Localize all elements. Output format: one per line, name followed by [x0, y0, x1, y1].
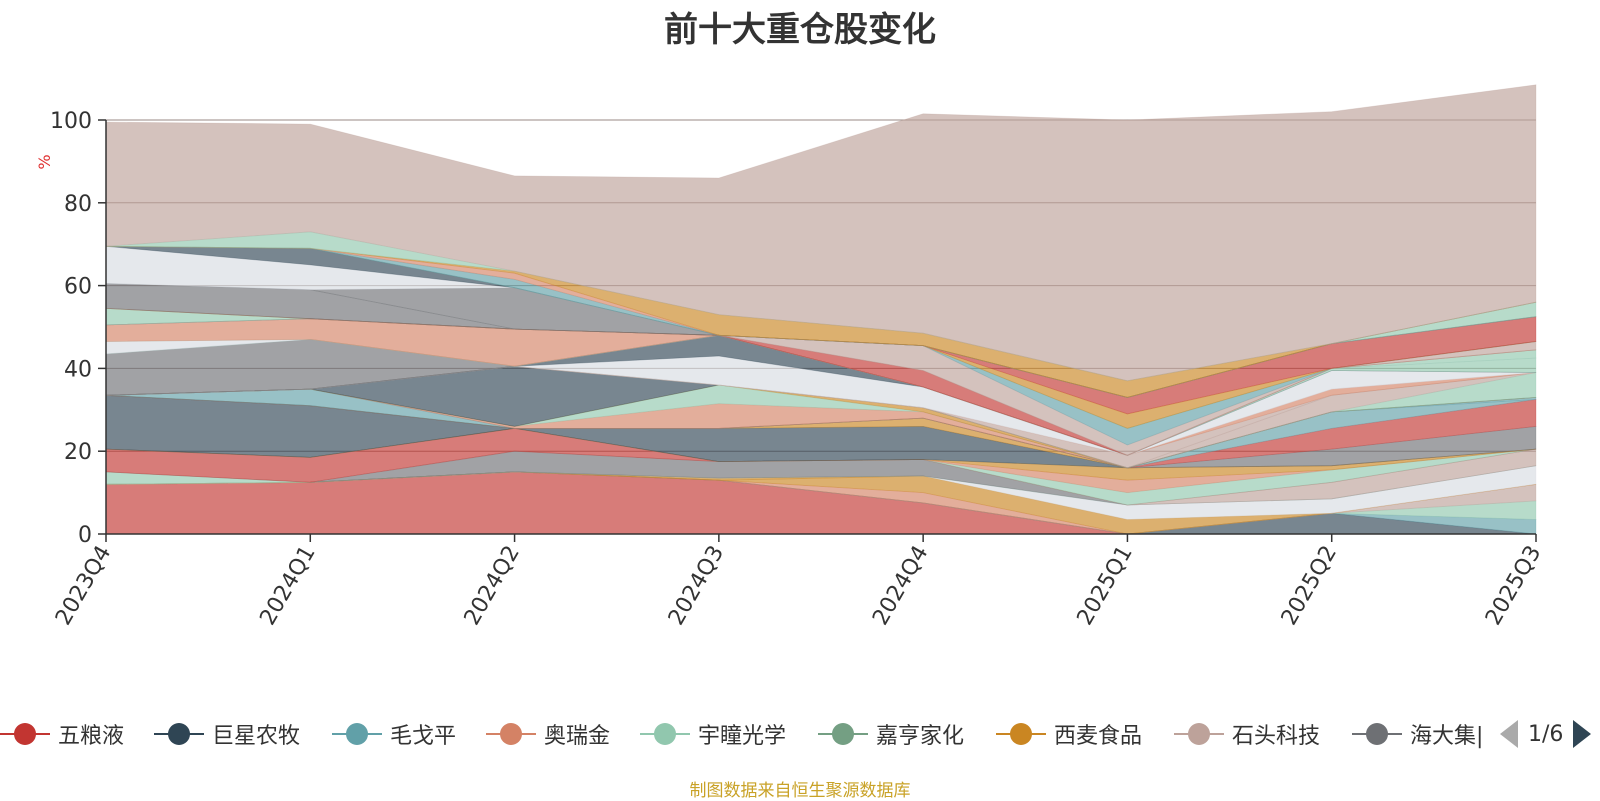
legend-dot [1366, 723, 1388, 745]
legend-dot [346, 723, 368, 745]
legend-item[interactable]: 巨星农牧 [154, 716, 300, 752]
legend-item[interactable]: 宇瞳光学 [640, 716, 786, 752]
legend-dot [1010, 723, 1032, 745]
legend-dot [654, 723, 676, 745]
y-axis-unit-label: % [35, 154, 54, 169]
x-tick-label: 2025Q1 [1073, 542, 1138, 630]
legend-item[interactable]: 嘉亨家化 [818, 716, 964, 752]
legend-marker-icon [332, 716, 382, 752]
legend-marker-icon [640, 716, 690, 752]
legend-dot [1188, 723, 1210, 745]
y-tick-label: 20 [64, 440, 92, 465]
legend-dot [14, 723, 36, 745]
series-area-54 [105, 84, 1537, 382]
legend-item[interactable]: 海大集| [1352, 716, 1483, 752]
data-source-note: 制图数据来自恒生聚源数据库 [689, 781, 911, 801]
x-tick-label: 2025Q2 [1277, 542, 1342, 630]
legend-label: 海大集| [1410, 724, 1484, 749]
legend-prev-page-icon[interactable] [1500, 720, 1518, 748]
axes [105, 120, 1536, 535]
legend-marker-icon [154, 716, 204, 752]
legend-pagination: 1/6 [1500, 716, 1592, 752]
legend-label: 西麦食品 [1054, 724, 1143, 749]
x-tick-label: 2024Q2 [460, 542, 525, 630]
series-area-44 [105, 308, 1537, 415]
series-areas [105, 84, 1537, 535]
legend-item[interactable]: 五粮液 [0, 716, 124, 752]
legend-label: 巨星农牧 [212, 724, 301, 749]
legend-label: 奥瑞金 [544, 724, 611, 749]
legend-marker-icon [818, 716, 868, 752]
y-axis-ticks: 0 20 40 60 80 100 [50, 109, 106, 548]
legend-label: 石头科技 [1232, 724, 1321, 749]
legend-item[interactable]: 毛戈平 [332, 716, 456, 752]
legend-dot [500, 723, 522, 745]
legend: 五粮液 巨星农牧 毛戈平 奥瑞金 宇瞳光学 嘉亨家化 西麦食品 石头科技 海大集| [0, 716, 1600, 752]
legend-dot [168, 723, 190, 745]
series-area-37 [105, 318, 1537, 456]
x-axis-ticks: 2023Q4 2024Q1 2024Q2 2024Q3 2024Q4 2025Q1 2025… [51, 534, 1546, 630]
legend-item[interactable]: 石头科技 [1174, 716, 1320, 752]
legend-page-indicator: 1/6 [1528, 721, 1564, 747]
legend-marker-icon [996, 716, 1046, 752]
x-tick-label: 2024Q4 [868, 542, 933, 630]
chart-title: 前十大重仓股变化 [664, 10, 936, 50]
x-tick-label: 2023Q4 [51, 542, 116, 630]
legend-marker-icon [0, 716, 50, 752]
x-tick-label: 2024Q1 [255, 542, 320, 630]
legend-label: 毛戈平 [390, 724, 457, 749]
series-area-39 [105, 318, 1537, 456]
y-tick-label: 80 [64, 192, 92, 217]
legend-label: 五粮液 [58, 724, 125, 749]
legend-marker-icon [1174, 716, 1224, 752]
legend-label: 嘉亨家化 [876, 724, 965, 749]
y-tick-label: 60 [64, 275, 92, 300]
legend-item[interactable]: 西麦食品 [996, 716, 1142, 752]
legend-marker-icon [486, 716, 536, 752]
legend-item[interactable]: 奥瑞金 [486, 716, 610, 752]
y-tick-label: 100 [50, 109, 92, 134]
legend-marker-icon [1352, 716, 1402, 752]
y-tick-label: 0 [78, 523, 92, 548]
legend-label: 宇瞳光学 [698, 724, 787, 749]
x-tick-label: 2025Q3 [1481, 542, 1546, 630]
legend-dot [832, 723, 854, 745]
x-tick-label: 2024Q3 [664, 542, 729, 630]
y-tick-label: 40 [64, 357, 92, 382]
legend-next-page-icon[interactable] [1573, 720, 1592, 748]
